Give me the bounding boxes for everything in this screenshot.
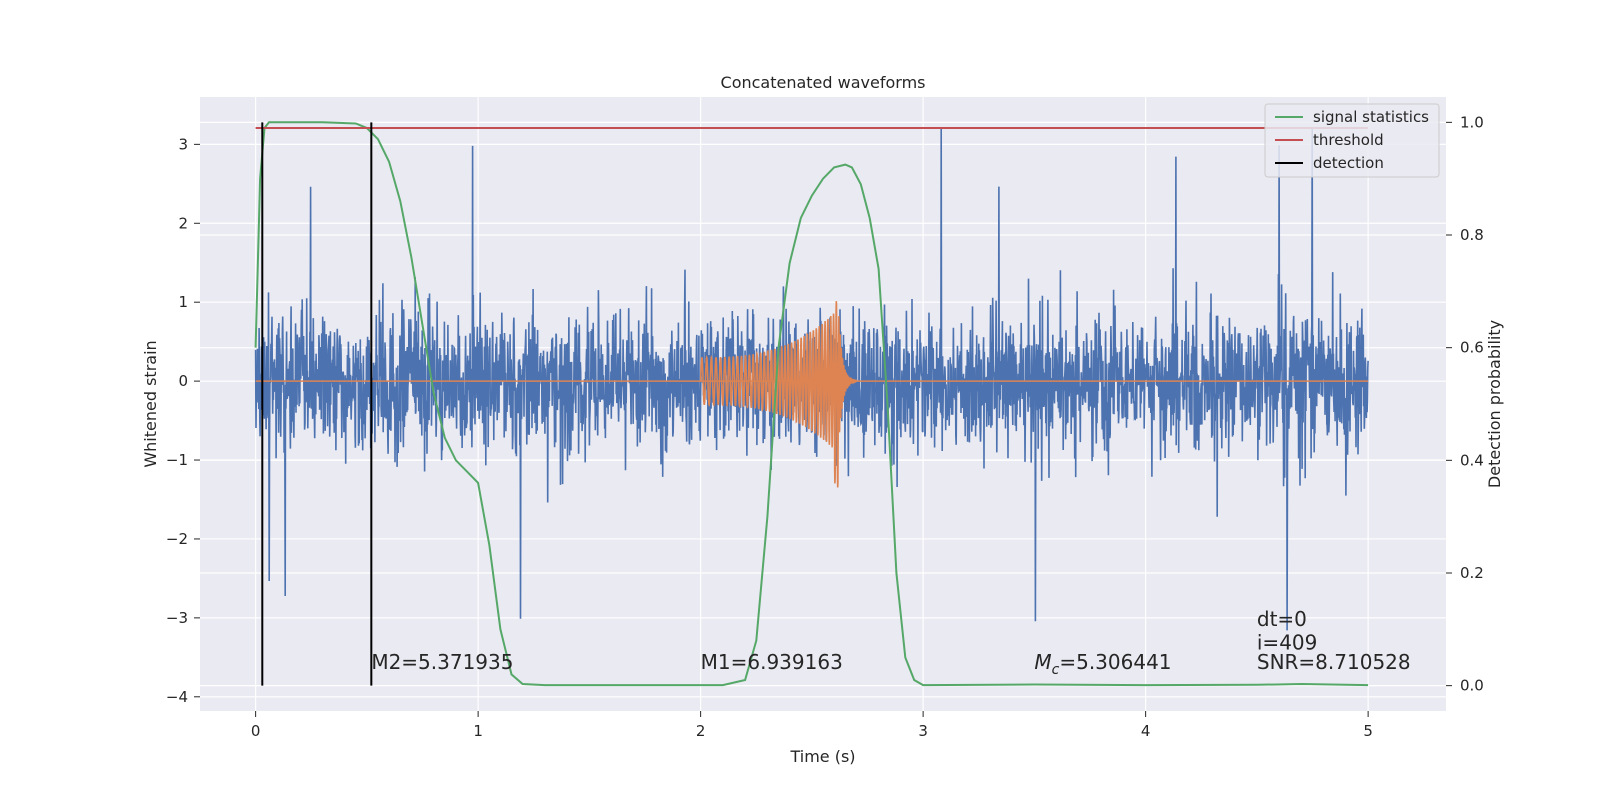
x-tick-label: 1 (473, 722, 483, 740)
y2-tick-label: 0.6 (1460, 339, 1484, 357)
y2-tick-label: 0.2 (1460, 564, 1484, 582)
y-tick-label: −1 (166, 451, 188, 469)
legend-label-detection: detection (1313, 154, 1384, 172)
annotation: Mc=5.306441 (1034, 650, 1171, 678)
y2-tick-label: 0.8 (1460, 226, 1484, 244)
y2-tick-label: 0.0 (1460, 677, 1484, 695)
y-tick-label: 3 (178, 135, 188, 153)
y-tick-label: 0 (178, 372, 188, 390)
x-tick-label: 2 (696, 722, 706, 740)
annotation: i=409 (1257, 630, 1318, 654)
legend: signal statistics threshold detection (1264, 103, 1440, 178)
annotation: M1=6.939163 (701, 650, 843, 674)
legend-label-signal-statistics: signal statistics (1313, 108, 1429, 126)
x-tick-label: 0 (251, 722, 261, 740)
y-tick-label: 1 (178, 293, 188, 311)
y-axis-label: Whitened strain (141, 340, 160, 467)
y2-tick-label: 0.4 (1460, 451, 1484, 469)
y2-tick-label: 1.0 (1460, 113, 1484, 131)
annotations: M2=5.371935 M1=6.939163 Mc=5.306441 SNR=8.7… (371, 607, 1410, 678)
x-axis-label: Time (s) (789, 747, 855, 766)
chart-title: Concatenated waveforms (721, 73, 926, 92)
annotation: SNR=8.710528 (1257, 650, 1411, 674)
annotation: M2=5.371935 (371, 650, 513, 674)
y2-axis-label: Detection probability (1485, 320, 1504, 488)
x-tick-label: 3 (918, 722, 928, 740)
axes: 0 1 2 3 4 5 −4 −3 −2 −1 0 1 2 3 0.0 0.2 0.4 0.6 0.8 1.0 (166, 113, 1484, 740)
legend-box (1264, 103, 1440, 178)
signal-statistics-line (254, 121, 1369, 687)
legend-label-threshold: threshold (1313, 131, 1384, 149)
x-tick-label: 5 (1363, 722, 1373, 740)
annotation: dt=0 (1257, 607, 1307, 631)
y-tick-label: −4 (166, 688, 188, 706)
statistics-overlay (254, 121, 1369, 687)
y-tick-label: −3 (166, 609, 188, 627)
y-tick-label: 2 (178, 214, 188, 232)
y-tick-label: −2 (166, 530, 188, 548)
x-tick-label: 4 (1141, 722, 1151, 740)
